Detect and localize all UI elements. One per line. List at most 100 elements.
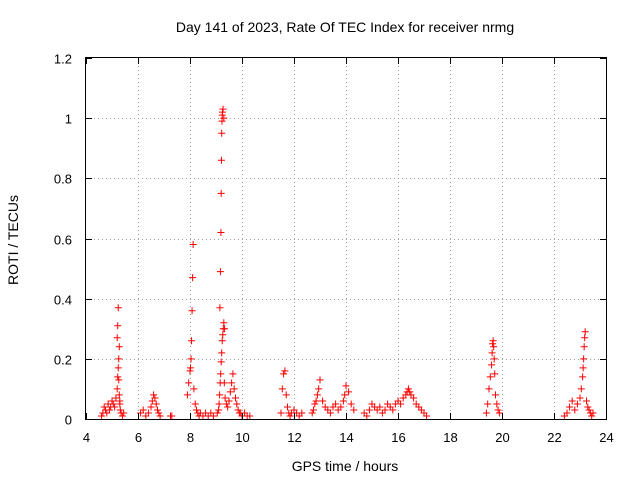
data-point: [282, 391, 290, 399]
data-point: [150, 391, 158, 399]
grid-lines: [86, 58, 606, 419]
data-point: [120, 409, 128, 417]
data-point: [337, 403, 345, 411]
data-point: [115, 391, 123, 399]
y-tick-label: 1: [65, 112, 72, 127]
data-point: [151, 394, 159, 402]
data-point: [566, 403, 574, 411]
x-axis-label: GPS time / hours: [292, 458, 399, 474]
data-point: [278, 385, 286, 393]
data-point: [406, 388, 414, 396]
x-tick-label: 4: [83, 430, 90, 445]
data-point: [298, 409, 306, 417]
data-point: [581, 334, 589, 342]
data-point: [493, 400, 501, 408]
data-point: [485, 385, 493, 393]
data-point: [220, 379, 228, 387]
data-point: [490, 355, 498, 363]
data-point: [568, 397, 576, 405]
data-point: [315, 385, 323, 393]
data-point: [98, 412, 106, 420]
data-point: [489, 337, 497, 345]
data-point: [579, 364, 587, 372]
data-point: [488, 361, 496, 369]
data-point: [219, 108, 226, 116]
plot-frame: [85, 57, 607, 420]
data-point: [191, 400, 199, 408]
data-point: [316, 376, 324, 384]
data-point: [490, 343, 498, 351]
data-point: [217, 358, 225, 366]
data-point: [563, 409, 571, 417]
data-point: [209, 412, 217, 420]
data-point: [397, 400, 405, 408]
data-point: [581, 328, 589, 336]
data-point: [193, 406, 200, 414]
data-point: [113, 334, 121, 342]
data-point: [583, 397, 590, 405]
data-point: [350, 406, 358, 414]
data-point: [341, 391, 349, 399]
data-point: [215, 400, 223, 408]
data-point: [345, 388, 353, 396]
data-point: [576, 394, 584, 402]
data-point: [109, 400, 117, 408]
data-point: [144, 409, 152, 417]
data-point: [112, 394, 120, 402]
data-point: [482, 409, 490, 417]
axis-ticks: [86, 58, 607, 420]
data-point: [217, 228, 225, 236]
data-point: [116, 406, 124, 414]
data-point: [585, 406, 593, 414]
data-point: [577, 385, 585, 393]
x-tick-label: 12: [287, 430, 301, 445]
data-point: [277, 409, 285, 417]
data-point: [115, 376, 123, 384]
data-point: [147, 403, 155, 411]
data-point: [573, 400, 581, 408]
data-point: [494, 406, 502, 414]
data-point: [310, 406, 317, 414]
y-tick-labels: 0 0.2 0.4 0.6 0.8 1 1.2: [54, 52, 72, 428]
data-point: [580, 355, 588, 363]
data-point: [580, 343, 588, 351]
data-point: [219, 105, 227, 113]
data-point: [221, 325, 229, 333]
x-tick-label: 10: [235, 430, 249, 445]
data-point: [108, 397, 116, 405]
data-point: [281, 367, 289, 375]
data-point: [186, 367, 194, 375]
data-point: [319, 397, 327, 405]
data-point: [139, 406, 147, 414]
data-point: [571, 406, 579, 414]
data-point: [213, 409, 221, 417]
data-point: [311, 400, 319, 408]
data-point: [286, 412, 294, 420]
data-point: [363, 412, 371, 420]
data-point: [183, 391, 191, 399]
data-point: [113, 385, 121, 393]
data-point: [114, 322, 122, 330]
data-point: [116, 397, 124, 405]
data-point: [230, 385, 238, 393]
data-point: [489, 340, 497, 348]
data-point: [376, 403, 384, 411]
data-point: [114, 304, 122, 312]
data-point: [217, 156, 225, 164]
data-point: [187, 355, 195, 363]
y-axis-label: ROTI / TECUs: [5, 195, 21, 285]
data-point: [423, 412, 431, 420]
data-point: [589, 409, 597, 417]
data-point: [115, 355, 123, 363]
data-point: [188, 307, 196, 315]
y-tick-label: 0.2: [54, 353, 72, 368]
data-point: [220, 114, 228, 122]
data-point: [312, 397, 320, 405]
data-point: [332, 400, 340, 408]
data-point: [219, 331, 227, 339]
data-point: [347, 400, 355, 408]
data-point: [226, 388, 234, 396]
data-point: [216, 268, 224, 276]
data-point: [105, 406, 113, 414]
